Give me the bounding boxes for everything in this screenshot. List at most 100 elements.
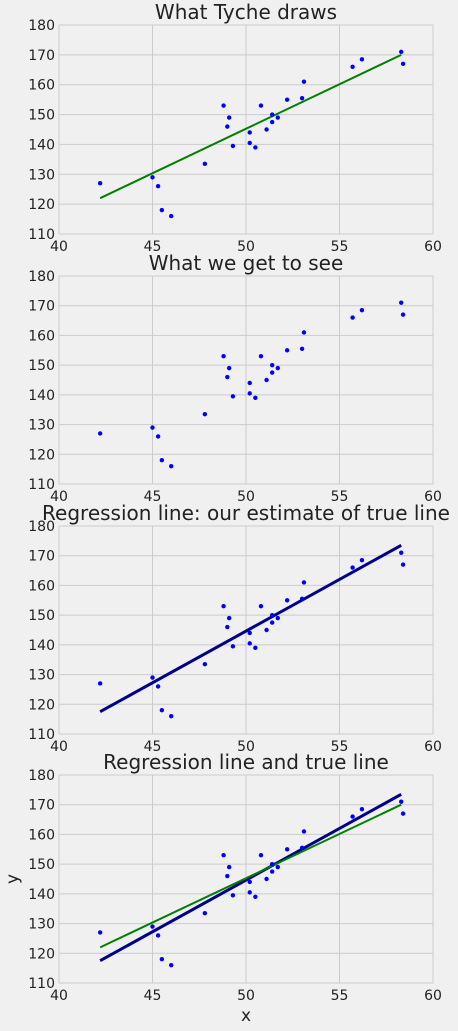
data-point	[285, 847, 289, 851]
y-tick-label: 150	[28, 108, 55, 124]
data-point	[350, 565, 354, 569]
y-tick-label: 180	[28, 269, 55, 285]
x-tick-label: 45	[144, 988, 162, 1004]
data-point	[225, 375, 229, 379]
data-point	[270, 120, 274, 124]
data-point	[160, 957, 164, 961]
fit-line	[100, 545, 401, 711]
data-point	[203, 412, 207, 416]
data-point	[270, 869, 274, 873]
y-tick-label: 110	[28, 227, 55, 243]
y-tick-label: 130	[28, 418, 55, 434]
y-tick-label: 160	[28, 328, 55, 344]
data-point	[169, 963, 173, 967]
data-point	[285, 598, 289, 602]
x-tick-label: 60	[424, 239, 442, 255]
chart-title: Regression line: our estimate of true li…	[42, 501, 450, 525]
y-tick-label: 120	[28, 197, 55, 213]
data-point	[203, 911, 207, 915]
data-point	[248, 641, 252, 645]
data-point	[399, 50, 403, 54]
data-point	[276, 865, 280, 869]
chart-title: What Tyche draws	[155, 0, 337, 24]
data-point	[270, 363, 274, 367]
data-point	[225, 625, 229, 629]
data-point	[248, 890, 252, 894]
data-point	[225, 874, 229, 878]
data-point	[203, 162, 207, 166]
y-tick-label: 110	[28, 976, 55, 992]
data-point	[401, 562, 405, 566]
data-point	[264, 378, 268, 382]
data-point	[156, 184, 160, 188]
data-point	[98, 681, 102, 685]
data-point	[360, 558, 364, 562]
data-point	[302, 580, 306, 584]
y-tick-label: 130	[28, 917, 55, 933]
data-point	[270, 112, 274, 116]
data-point	[248, 631, 252, 635]
data-point	[98, 181, 102, 185]
data-point	[248, 880, 252, 884]
data-point	[253, 396, 257, 400]
data-point	[300, 96, 304, 100]
data-point	[150, 175, 154, 179]
data-point	[156, 434, 160, 438]
data-point	[259, 853, 263, 857]
y-tick-label: 150	[28, 358, 55, 374]
data-point	[169, 464, 173, 468]
y-tick-label: 120	[28, 447, 55, 463]
data-point	[221, 354, 225, 358]
chart-panel-1: 40 45 50 55 60 110 120 130 140 150 160 170 180 What T…	[28, 0, 442, 255]
y-tick-label: 160	[28, 827, 55, 843]
data-point	[264, 877, 268, 881]
chart-title: What we get to see	[149, 251, 344, 275]
data-point	[156, 684, 160, 688]
data-point	[399, 800, 403, 804]
y-tick-label: 170	[28, 798, 55, 814]
data-point	[399, 551, 403, 555]
data-point	[264, 127, 268, 131]
data-point	[169, 714, 173, 718]
data-point	[285, 348, 289, 352]
data-point	[231, 644, 235, 648]
data-point	[259, 103, 263, 107]
y-tick-label: 180	[28, 768, 55, 784]
data-point	[276, 115, 280, 119]
data-point	[399, 301, 403, 305]
data-point	[221, 103, 225, 107]
data-point	[360, 57, 364, 61]
data-point	[160, 708, 164, 712]
data-point	[227, 366, 231, 370]
y-tick-label: 110	[28, 477, 55, 493]
data-point	[270, 370, 274, 374]
data-point	[259, 604, 263, 608]
data-point	[350, 814, 354, 818]
y-tick-label: 110	[28, 727, 55, 743]
fit-line	[100, 805, 401, 948]
y-tick-label: 180	[28, 18, 55, 34]
y-tick-label: 150	[28, 857, 55, 873]
data-point	[276, 616, 280, 620]
data-point	[300, 846, 304, 850]
chart-panel-3: 40 45 50 55 60 110 120 130 140 150 160 170 180Regres…	[28, 501, 450, 755]
data-point	[401, 312, 405, 316]
data-point	[150, 675, 154, 679]
data-point	[276, 366, 280, 370]
data-point	[264, 628, 268, 632]
x-tick-label: 60	[424, 739, 442, 755]
data-point	[285, 97, 289, 101]
data-point	[270, 613, 274, 617]
y-tick-label: 160	[28, 578, 55, 594]
data-point	[169, 214, 173, 218]
data-point	[156, 933, 160, 937]
data-point	[225, 124, 229, 128]
data-point	[248, 130, 252, 134]
y-tick-label: 140	[28, 388, 55, 404]
data-point	[221, 604, 225, 608]
y-tick-label: 170	[28, 299, 55, 315]
data-point	[248, 141, 252, 145]
data-point	[253, 145, 257, 149]
y-tick-label: 140	[28, 887, 55, 903]
y-tick-label: 140	[28, 137, 55, 153]
